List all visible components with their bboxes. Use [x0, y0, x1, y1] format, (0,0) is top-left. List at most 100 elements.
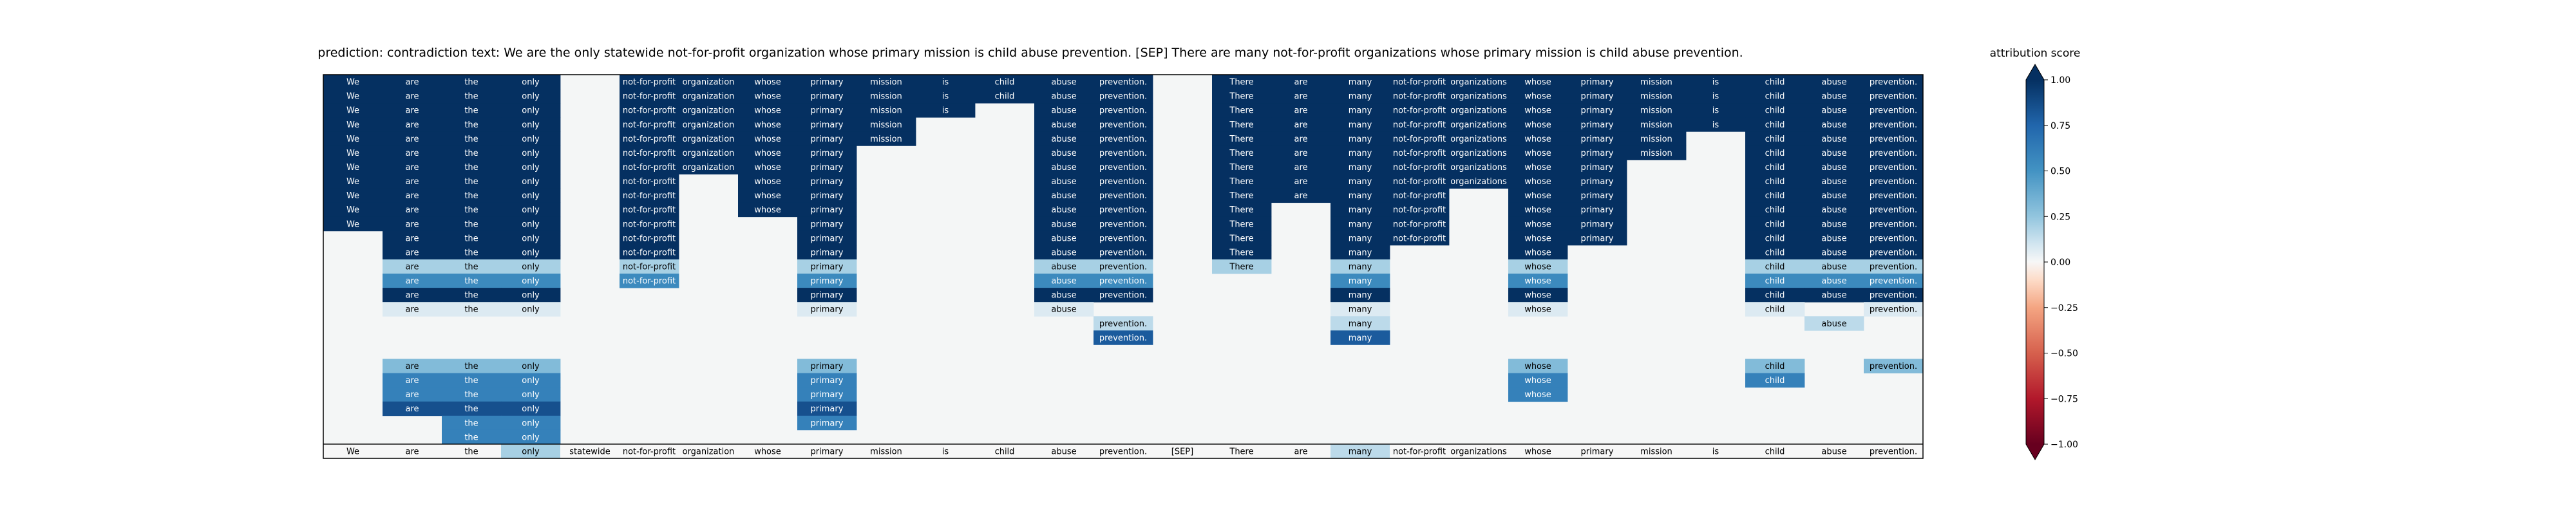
- heatmap-label: primary: [1581, 163, 1614, 173]
- heatmap-cell: [738, 145, 798, 160]
- heatmap-label: prevention.: [1099, 191, 1147, 201]
- heatmap-label: is: [1712, 120, 1719, 130]
- heatmap-cell: [1745, 75, 1805, 89]
- heatmap-label: primary: [1581, 120, 1614, 130]
- heatmap-cell: [1864, 245, 1924, 260]
- heatmap-cell: [738, 174, 798, 189]
- heatmap-label: whose: [754, 92, 781, 102]
- heatmap-cell: [383, 288, 442, 303]
- heatmap-label: mission: [1640, 149, 1672, 158]
- token-row-label: child: [1765, 447, 1785, 456]
- heatmap-cell: [501, 202, 561, 218]
- heatmap-cell: [383, 188, 442, 203]
- heatmap-label: abuse: [1821, 205, 1846, 215]
- heatmap-cell: [1804, 202, 1864, 218]
- heatmap-cell: [1686, 75, 1746, 89]
- heatmap-cell: [501, 401, 561, 417]
- heatmap-label: prevention.: [1099, 78, 1147, 88]
- heatmap-label: prevention.: [1870, 263, 1917, 272]
- heatmap-label: primary: [1581, 191, 1614, 201]
- token-row-label: are: [1294, 447, 1307, 456]
- heatmap-label: is: [942, 78, 949, 88]
- heatmap-cell: [1804, 230, 1864, 246]
- heatmap-cell: [1745, 145, 1805, 160]
- heatmap-cell: [1034, 174, 1094, 189]
- heatmap-label: prevention.: [1870, 177, 1917, 187]
- token-row-cell: [1153, 444, 1213, 459]
- heatmap-cell: [1508, 89, 1568, 104]
- heatmap-label: many: [1349, 191, 1372, 201]
- heatmap-cell: [383, 230, 442, 246]
- heatmap-cell: [797, 103, 857, 118]
- heatmap-label: prevention.: [1870, 220, 1917, 229]
- heatmap-label: only: [522, 149, 540, 158]
- heatmap-cell: [1449, 89, 1509, 104]
- heatmap-cell: [797, 216, 857, 232]
- heatmap-cell: [1212, 117, 1272, 132]
- heatmap-label: primary: [1581, 78, 1614, 88]
- heatmap-cell: [916, 89, 976, 104]
- heatmap-cell: [1864, 188, 1924, 203]
- heatmap-label: only: [522, 92, 540, 102]
- colorbar-tick-label: 0.00: [2050, 258, 2070, 268]
- heatmap-label: only: [522, 220, 540, 229]
- heatmap-label: organizations: [1450, 78, 1507, 88]
- heatmap-cell: [501, 259, 561, 274]
- token-row-cell: [501, 444, 561, 459]
- heatmap-cell: [1745, 274, 1805, 288]
- heatmap-cell: [1212, 188, 1272, 203]
- heatmap-cell: [738, 117, 798, 132]
- heatmap-cell: [501, 429, 561, 445]
- heatmap-label: are: [405, 78, 419, 88]
- heatmap-label: organization: [683, 92, 735, 102]
- heatmap-label: not-for-profit: [623, 177, 676, 187]
- heatmap-cell: [1271, 145, 1331, 160]
- heatmap-label: organization: [683, 163, 735, 173]
- heatmap-label: not-for-profit: [623, 248, 676, 258]
- heatmap-cell: [797, 401, 857, 417]
- heatmap-label: child: [1765, 234, 1785, 243]
- heatmap-label: whose: [754, 149, 781, 158]
- heatmap-label: There: [1229, 205, 1253, 215]
- heatmap-label: There: [1229, 135, 1253, 144]
- heatmap-cell: [442, 202, 502, 218]
- token-row-label: the: [464, 447, 478, 456]
- heatmap-label: are: [405, 120, 419, 130]
- token-row-cell: [560, 444, 620, 459]
- heatmap-label: There: [1229, 234, 1253, 243]
- heatmap-label: There: [1229, 163, 1253, 173]
- heatmap-label: the: [464, 234, 478, 243]
- heatmap-label: prevention.: [1870, 120, 1917, 130]
- heatmap-label: are: [1294, 120, 1307, 130]
- heatmap-label: are: [1294, 78, 1307, 88]
- heatmap-cell: [501, 174, 561, 189]
- heatmap-label: prevention.: [1870, 106, 1917, 116]
- heatmap-label: many: [1349, 220, 1372, 229]
- heatmap-cell: [1331, 174, 1390, 189]
- heatmap-cell: [1864, 117, 1924, 132]
- heatmap-label: many: [1349, 106, 1372, 116]
- heatmap-label: primary: [1581, 106, 1614, 116]
- heatmap-label: is: [942, 106, 949, 116]
- heatmap-cell: [383, 160, 442, 174]
- heatmap-label: We: [346, 149, 359, 158]
- heatmap-label: child: [1765, 120, 1785, 130]
- heatmap-cell: [383, 131, 442, 146]
- heatmap-label: child: [1765, 220, 1785, 229]
- token-row-label: only: [522, 447, 540, 456]
- heatmap-label: are: [405, 220, 419, 229]
- heatmap-label: whose: [754, 205, 781, 215]
- heatmap-label: primary: [1581, 205, 1614, 215]
- heatmap-cell: [501, 117, 561, 132]
- heatmap-cell: [1212, 89, 1272, 104]
- heatmap-label: whose: [1524, 78, 1551, 88]
- heatmap-cell: [1271, 75, 1331, 89]
- heatmap-cell: [442, 230, 502, 246]
- heatmap-cell: [1331, 288, 1390, 303]
- heatmap-label: are: [1294, 92, 1307, 102]
- heatmap-label: primary: [811, 291, 844, 301]
- heatmap-cell: [1864, 359, 1924, 373]
- heatmap-label: prevention.: [1099, 277, 1147, 286]
- heatmap-label: organizations: [1450, 92, 1507, 102]
- heatmap-cell: [323, 145, 383, 160]
